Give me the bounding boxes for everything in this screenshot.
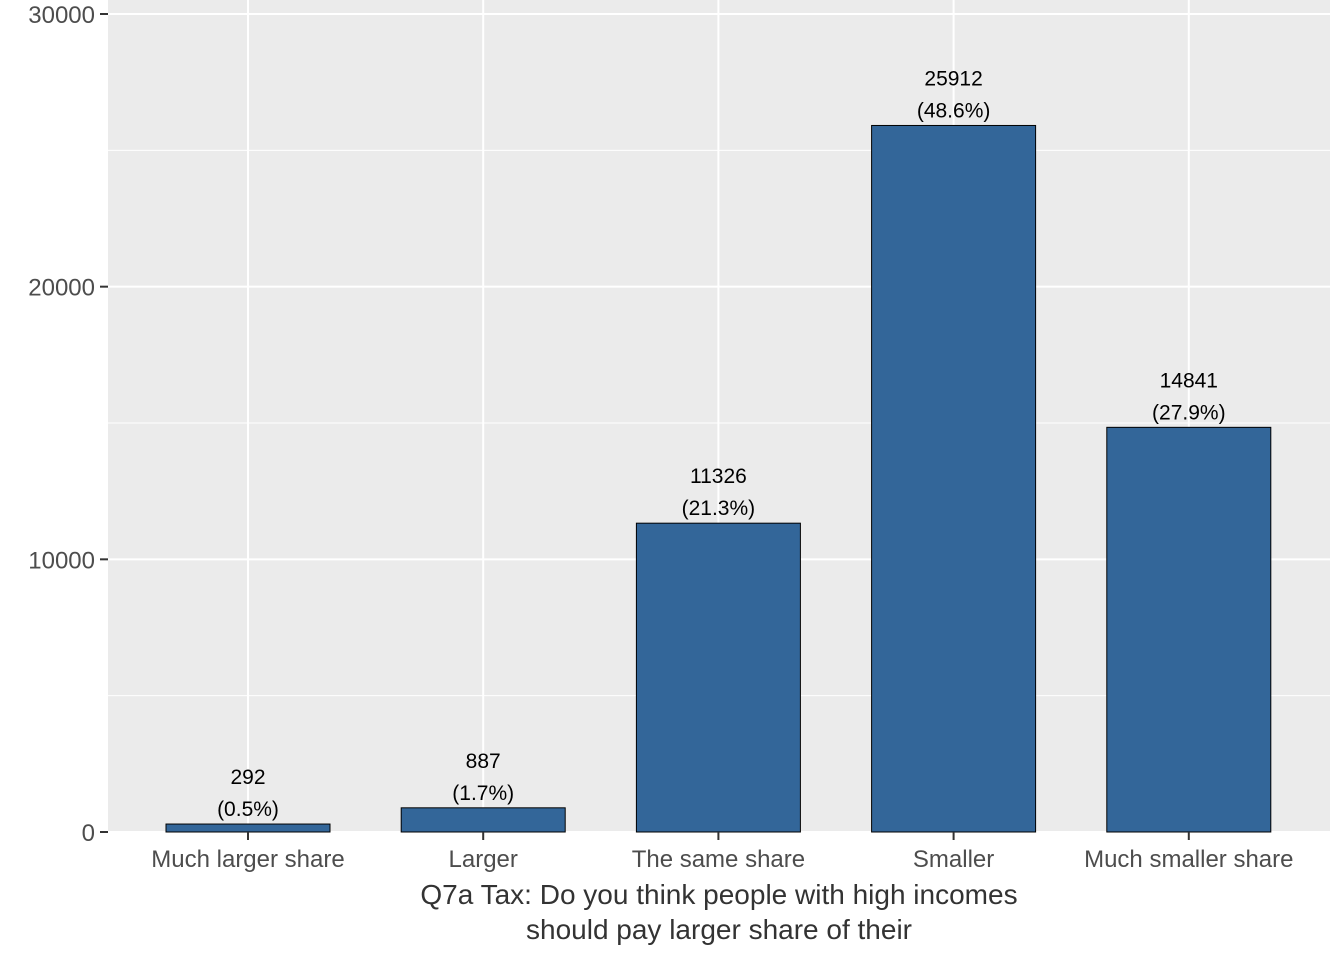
- bars: [165, 124, 1272, 833]
- y-tick-label: 0: [82, 820, 95, 847]
- x-tick-label: The same share: [632, 846, 805, 873]
- bar-much-smaller-share: [1106, 426, 1272, 833]
- data-label-percent: (48.6%): [917, 99, 991, 122]
- y-axis: 0 10000 20000 30000: [28, 2, 108, 847]
- x-tick-label: Smaller: [913, 846, 994, 873]
- data-label-percent: (1.7%): [452, 782, 514, 805]
- data-label-count: 25912: [924, 67, 982, 90]
- data-label-percent: (21.3%): [682, 497, 756, 520]
- y-tick-label: 20000: [28, 275, 95, 302]
- data-label-percent: (0.5%): [217, 798, 279, 821]
- data-label-percent: (27.9%): [1152, 401, 1226, 424]
- data-label-count: 11326: [690, 465, 747, 488]
- data-labels: 292 (0.5%) 887 (1.7%) 11326 (21.3%) 25912 (48.6…: [217, 67, 1225, 821]
- data-label-count: 14841: [1160, 369, 1218, 392]
- x-tick-label: Larger: [449, 846, 518, 873]
- y-tick-label: 30000: [28, 2, 95, 29]
- data-label-count: 292: [230, 766, 265, 789]
- bar-much-larger-share: [165, 823, 331, 833]
- x-axis-title-line-2: should pay larger share of their: [526, 914, 912, 945]
- bar-smaller: [871, 124, 1037, 833]
- y-tick-label: 10000: [28, 547, 95, 574]
- data-label-count: 887: [466, 750, 501, 773]
- x-tick-label: Much smaller share: [1084, 846, 1293, 873]
- bar-the-same-share: [635, 522, 801, 833]
- x-tick-label: Much larger share: [151, 846, 344, 873]
- x-axis: Much larger share Larger The same share Sma…: [151, 832, 1294, 873]
- bar-larger: [400, 807, 566, 833]
- x-axis-title-line-1: Q7a Tax: Do you think people with high i…: [420, 879, 1017, 910]
